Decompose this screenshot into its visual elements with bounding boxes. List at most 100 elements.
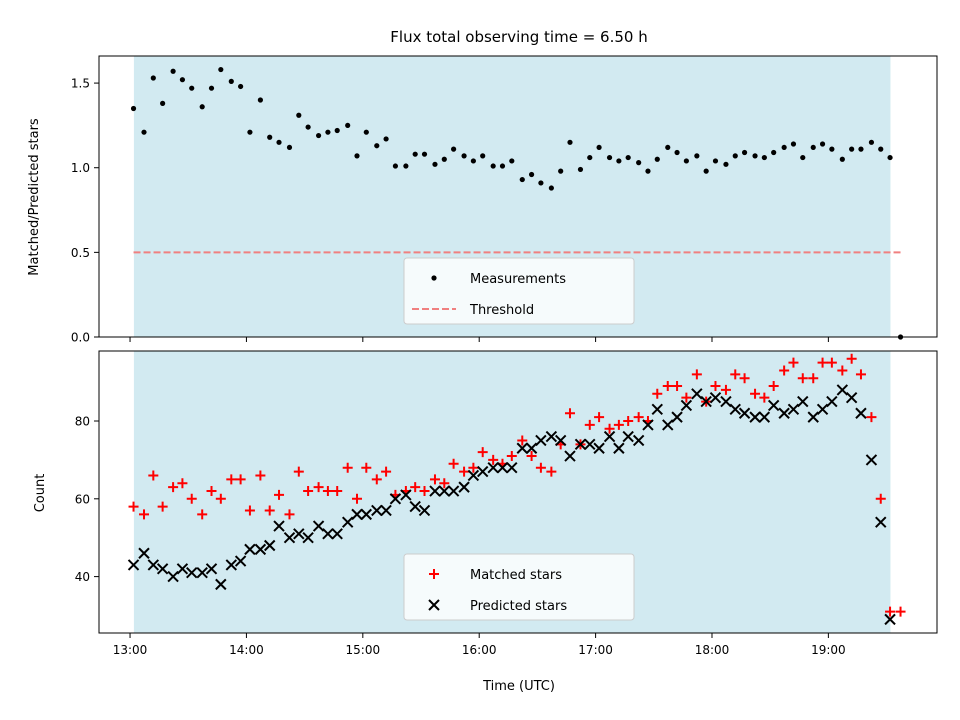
matched-star-point	[546, 466, 557, 477]
measurement-point	[819, 141, 826, 147]
measurement-point	[694, 153, 700, 159]
measurement-point	[645, 168, 651, 174]
measurement-point	[606, 154, 613, 161]
predicted-star-point	[584, 438, 596, 451]
measurement-point	[130, 105, 137, 112]
predicted-star-point	[651, 403, 663, 416]
bot-legend-box	[403, 553, 635, 621]
matched-star-point	[662, 381, 673, 392]
predicted-star-point	[855, 407, 867, 419]
measurement-point	[432, 161, 438, 167]
predicted-star-point	[729, 403, 741, 416]
matched-star-point	[759, 392, 770, 403]
matched-star-point	[817, 357, 828, 368]
matched-star-point	[206, 486, 217, 497]
predicted-star-point	[138, 547, 150, 559]
matched-star-point	[439, 478, 450, 489]
measurement-point	[810, 144, 816, 151]
measurement-point	[703, 168, 709, 174]
predicted-star-point	[535, 434, 547, 447]
matched-star-point	[361, 462, 372, 473]
predicted-star-point	[603, 430, 616, 443]
x-axis-label: Time (UTC)	[482, 679, 555, 694]
bot-y-tick-label: 40	[75, 570, 90, 584]
predicted-star-point	[622, 430, 634, 443]
x-tick-label: 13:00	[113, 643, 148, 657]
matched-star-point	[177, 478, 188, 489]
matched-star-point	[768, 381, 779, 392]
measurement-point	[654, 156, 660, 162]
measurement-point	[276, 139, 282, 145]
matched-star-point	[215, 493, 226, 504]
measurement-point	[392, 163, 399, 169]
predicted-star-point	[225, 559, 238, 571]
predicted-star-point	[865, 454, 878, 466]
matched-star-point	[691, 369, 702, 380]
bottom-y-axis-label: Count	[33, 474, 48, 513]
predicted-star-point	[264, 539, 276, 552]
measurement-point	[208, 85, 215, 91]
matched-star-point	[128, 501, 139, 512]
top-axes-frame	[98, 55, 938, 338]
measurement-point	[868, 139, 875, 145]
measurement-point	[345, 122, 351, 129]
measurement-point	[616, 158, 622, 164]
matched-star-point	[623, 416, 634, 427]
matched-star-point	[652, 388, 663, 399]
predicted-star-point	[875, 516, 887, 528]
matched-star-point	[226, 474, 237, 485]
measurement-point	[451, 146, 457, 152]
measurement-point	[334, 127, 340, 134]
predicted-star-point	[632, 434, 645, 447]
matched-star-point	[750, 388, 761, 399]
matched-star-point	[885, 606, 896, 617]
measurement-point	[490, 163, 496, 169]
matched-star-point	[895, 606, 906, 617]
predicted-star-point	[447, 485, 460, 497]
matched-star-point	[779, 365, 790, 376]
measurement-point	[189, 85, 195, 91]
measurement-point	[179, 77, 186, 83]
measurement-point	[567, 139, 573, 145]
predicted-star-point	[371, 504, 383, 517]
measurement-point	[665, 144, 671, 151]
measurement-point	[160, 100, 166, 106]
predicted-star-point	[516, 442, 528, 454]
predicted-star-point	[642, 419, 654, 431]
predicted-star-point	[564, 450, 576, 462]
chart-title: Flux total observing time = 6.50 h	[390, 28, 647, 46]
predicted-star-point	[836, 384, 849, 396]
legend-x-marker	[428, 599, 440, 611]
predicted-star-point	[380, 504, 392, 517]
measurement-point	[480, 153, 486, 159]
matched-star-point	[148, 470, 159, 481]
matched-star-point	[730, 369, 741, 380]
measurement-point	[228, 78, 234, 84]
matched-star-point	[459, 466, 470, 477]
predicted-star-point	[671, 411, 683, 423]
predicted-star-point	[429, 485, 441, 497]
measurement-point	[470, 158, 476, 164]
measurement-point	[538, 180, 544, 186]
predicted-star-point	[807, 411, 819, 423]
predicted-star-point	[167, 570, 179, 583]
measurement-point	[141, 129, 147, 135]
predicted-star-point	[186, 567, 198, 579]
matched-star-point	[371, 474, 382, 485]
predicted-star-point	[127, 559, 140, 571]
measurement-point	[712, 158, 719, 164]
x-tick-label: 19:00	[811, 643, 846, 657]
matched-star-point	[837, 365, 848, 376]
measurement-point	[839, 156, 845, 162]
predicted-star-point	[826, 395, 838, 408]
measurement-point	[267, 134, 273, 140]
top-panel: 0.0 0.5 1.0 1.5 Matched/Predicted stars Mea…	[27, 55, 938, 345]
matched-star-point	[293, 466, 304, 477]
matched-star-point	[739, 373, 750, 384]
measurement-point	[887, 154, 893, 161]
predicted-star-point	[758, 411, 771, 423]
matched-star-point	[517, 435, 528, 446]
matched-star-point	[797, 373, 808, 384]
matched-star-point	[303, 486, 314, 497]
